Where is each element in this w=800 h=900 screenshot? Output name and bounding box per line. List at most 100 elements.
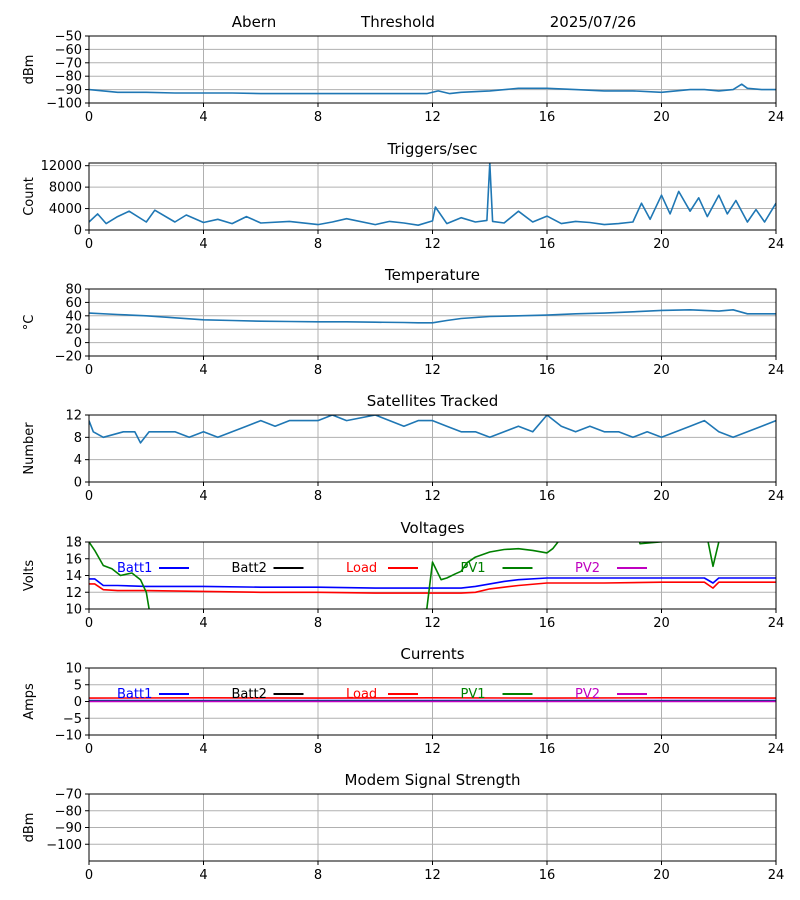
x-tick-label: 16 [539, 363, 556, 378]
x-tick-label: 16 [539, 110, 556, 125]
y-tick-label: −10 [55, 729, 82, 744]
x-tick-label: 20 [653, 363, 670, 378]
y-tick-label: −70 [55, 56, 82, 71]
x-tick-label: 24 [768, 616, 785, 631]
x-tick-label: 24 [768, 110, 785, 125]
x-tick-label: 8 [314, 742, 322, 757]
panel-title: Voltages [400, 519, 464, 537]
y-tick-label: −80 [55, 804, 82, 819]
y-tick-label: −50 [55, 30, 82, 45]
y-tick-label: −100 [46, 97, 82, 112]
header-date: 2025/07/26 [550, 13, 636, 31]
y-tick-label: 4 [74, 453, 82, 468]
panel-title: Satellites Tracked [367, 392, 498, 410]
y-tick-label: 5 [74, 678, 82, 693]
y-tick-label: 16 [65, 552, 82, 567]
y-tick-label: −80 [55, 70, 82, 85]
y-axis-label: Count [22, 177, 37, 216]
x-tick-label: 16 [539, 616, 556, 631]
y-tick-label: 20 [65, 323, 82, 338]
x-tick-label: 4 [199, 363, 207, 378]
y-axis-label: °C [22, 315, 37, 331]
x-tick-label: 24 [768, 868, 785, 883]
x-tick-label: 16 [539, 742, 556, 757]
x-tick-label: 12 [424, 616, 441, 631]
series-line-load [89, 581, 776, 594]
legend-label-pv1: PV1 [461, 687, 486, 702]
y-tick-label: 0 [74, 336, 82, 351]
x-tick-label: 16 [539, 868, 556, 883]
y-tick-label: 12 [65, 409, 82, 424]
y-tick-label: 8 [74, 431, 82, 446]
y-tick-label: 18 [65, 536, 82, 551]
x-tick-label: 20 [653, 742, 670, 757]
x-tick-label: 0 [85, 742, 93, 757]
legend-label-pv2: PV2 [575, 687, 600, 702]
x-tick-label: 4 [199, 742, 207, 757]
y-tick-label: −70 [55, 788, 82, 803]
y-tick-label: 60 [65, 296, 82, 311]
x-tick-label: 4 [199, 616, 207, 631]
legend-label-batt1: Batt1 [117, 561, 152, 576]
y-tick-label: −90 [55, 83, 82, 98]
x-tick-label: 12 [424, 868, 441, 883]
panel-title: Triggers/sec [387, 140, 478, 158]
panel-title: Modem Signal Strength [345, 771, 521, 789]
y-tick-label: 12000 [41, 159, 82, 174]
x-tick-label: 20 [653, 489, 670, 504]
y-tick-label: 0 [74, 224, 82, 239]
x-tick-label: 4 [199, 110, 207, 125]
y-axis-label: dBm [22, 55, 37, 85]
legend-label-pv2: PV2 [575, 561, 600, 576]
x-tick-label: 24 [768, 237, 785, 252]
y-tick-label: 0 [74, 695, 82, 710]
header-station: Abern [232, 13, 276, 31]
x-tick-label: 24 [768, 363, 785, 378]
x-tick-label: 12 [424, 489, 441, 504]
y-axis-label: dBm [22, 813, 37, 843]
series-line-main [89, 308, 776, 324]
x-tick-label: 4 [199, 237, 207, 252]
x-tick-label: 0 [85, 110, 93, 125]
x-tick-label: 0 [85, 363, 93, 378]
legend-label-batt1: Batt1 [117, 687, 152, 702]
y-tick-label: 12 [65, 586, 82, 601]
legend-label-pv1: PV1 [461, 561, 486, 576]
x-tick-label: 0 [85, 868, 93, 883]
x-tick-label: 12 [424, 742, 441, 757]
x-tick-label: 0 [85, 616, 93, 631]
series-line-main [89, 83, 776, 95]
header-mode: Threshold [360, 13, 435, 31]
y-axis-label: Volts [22, 560, 37, 592]
x-tick-label: 12 [424, 237, 441, 252]
x-tick-label: 8 [314, 363, 322, 378]
x-tick-label: 4 [199, 489, 207, 504]
series-line-main [89, 163, 776, 226]
chart-panel-0: 0 4 8 12 16 20 24 −100−90−80−70−60−50 dBm [22, 30, 784, 126]
x-tick-label: 4 [199, 868, 207, 883]
y-tick-label: −5 [63, 712, 82, 727]
panel-title: Temperature [384, 266, 480, 284]
x-tick-label: 0 [85, 237, 93, 252]
x-tick-label: 8 [314, 489, 322, 504]
y-tick-label: −60 [55, 43, 82, 58]
x-tick-label: 12 [424, 363, 441, 378]
y-tick-label: 8000 [49, 181, 82, 196]
y-tick-label: 14 [65, 569, 82, 584]
series-line-pv1 [89, 542, 720, 609]
x-tick-label: 8 [314, 868, 322, 883]
x-tick-label: 20 [653, 237, 670, 252]
y-tick-label: 0 [74, 476, 82, 491]
legend-label-load: Load [346, 561, 377, 576]
panel-title: Currents [400, 645, 464, 663]
x-tick-label: 24 [768, 489, 785, 504]
y-tick-label: −100 [46, 838, 82, 853]
chart-panel-1: 0 4 8 12 16 20 24 0 4000 8000 12000 Count Triggers/s… [22, 140, 784, 252]
legend-label-load: Load [346, 687, 377, 702]
